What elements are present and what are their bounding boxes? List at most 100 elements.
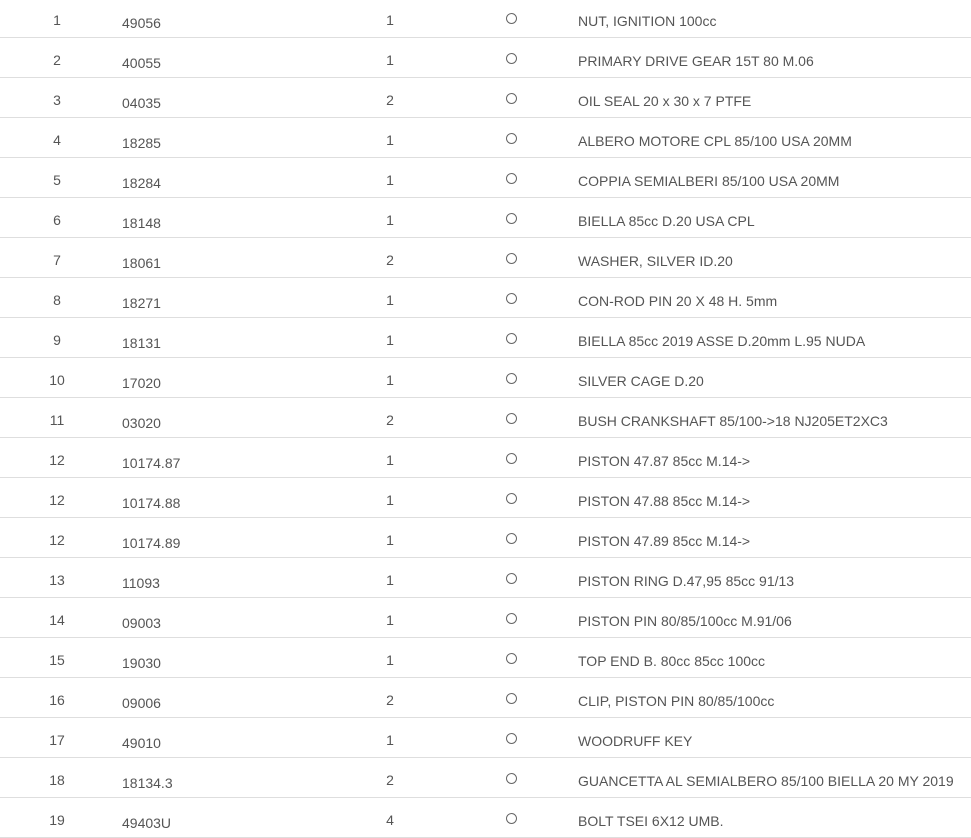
part-description: COPPIA SEMIALBERI 85/100 USA 20MM [578, 173, 840, 189]
ref-number: 15 [49, 652, 65, 668]
part-description: BUSH CRANKSHAFT 85/100->18 NJ205ET2XC3 [578, 413, 888, 429]
ref-number: 11 [49, 412, 65, 428]
part-description: PRIMARY DRIVE GEAR 15T 80 M.06 [578, 53, 814, 69]
quantity: 1 [386, 212, 394, 228]
part-code: 49056 [122, 15, 161, 31]
select-radio[interactable] [506, 653, 517, 664]
select-radio[interactable] [506, 253, 517, 264]
part-description: PISTON RING D.47,95 85cc 91/13 [578, 573, 795, 589]
part-code: 18061 [122, 255, 161, 271]
ref-number: 3 [53, 92, 61, 108]
quantity: 1 [386, 612, 394, 628]
part-code: 49010 [122, 735, 161, 751]
select-radio[interactable] [506, 173, 517, 184]
select-radio[interactable] [506, 293, 517, 304]
table-row: 5 18284 1 COPPIA SEMIALBERI 85/100 USA 20MM [0, 158, 971, 198]
part-code: 49403U [122, 815, 172, 831]
table-row: 8 18271 1 CON-ROD PIN 20 X 48 H. 5mm [0, 278, 971, 318]
table-row: 10 17020 1 SILVER CAGE D.20 [0, 358, 971, 398]
part-code: 18285 [122, 135, 161, 151]
table-row: 11 03020 2 BUSH CRANKSHAFT 85/100->18 NJ205… [0, 398, 971, 438]
select-radio[interactable] [506, 813, 517, 824]
part-description: GUANCETTA AL SEMIALBERO 85/100 BIELLA 20… [578, 773, 954, 789]
select-radio[interactable] [506, 373, 517, 384]
select-radio[interactable] [506, 413, 517, 424]
quantity: 1 [386, 732, 394, 748]
ref-number: 4 [53, 132, 61, 148]
part-description: PISTON 47.89 85cc M.14-> [578, 533, 751, 549]
ref-number: 6 [53, 212, 61, 228]
table-row: 3 04035 2 OIL SEAL 20 x 30 x 7 PTFE [0, 78, 971, 118]
table-row: 9 18131 1 BIELLA 85cc 2019 ASSE D.20mm L.95… [0, 318, 971, 358]
select-radio[interactable] [506, 453, 517, 464]
table-row: 13 11093 1 PISTON RING D.47,95 85cc 91/13 [0, 558, 971, 598]
select-radio[interactable] [506, 573, 517, 584]
table-row: 6 18148 1 BIELLA 85cc D.20 USA CPL [0, 198, 971, 238]
table-row: 18 18134.3 2 GUANCETTA AL SEMIALBERO 85/100… [0, 758, 971, 798]
quantity: 1 [386, 372, 394, 388]
quantity: 2 [386, 252, 394, 268]
part-code: 18134.3 [122, 775, 173, 791]
select-radio[interactable] [506, 533, 517, 544]
table-row: 1 49056 1 NUT, IGNITION 100cc [0, 0, 971, 38]
quantity: 1 [386, 572, 394, 588]
table-row: 12 10174.89 1 PISTON 47.89 85cc M.14-> [0, 518, 971, 558]
select-radio[interactable] [506, 333, 517, 344]
part-code: 18131 [122, 335, 161, 351]
part-code: 09003 [122, 615, 161, 631]
ref-number: 19 [49, 812, 65, 828]
select-radio[interactable] [506, 613, 517, 624]
table-row: 14 09003 1 PISTON PIN 80/85/100cc M.91/06 [0, 598, 971, 638]
part-code: 04035 [122, 95, 161, 111]
select-radio[interactable] [506, 493, 517, 504]
quantity: 1 [386, 652, 394, 668]
quantity: 2 [386, 92, 394, 108]
part-description: CLIP, PISTON PIN 80/85/100cc [578, 693, 775, 709]
part-description: PISTON 47.88 85cc M.14-> [578, 493, 751, 509]
part-description: OIL SEAL 20 x 30 x 7 PTFE [578, 93, 752, 109]
ref-number: 13 [49, 572, 65, 588]
quantity: 1 [386, 12, 394, 28]
quantity: 1 [386, 332, 394, 348]
select-radio[interactable] [506, 93, 517, 104]
ref-number: 12 [49, 452, 65, 468]
table-row: 2 40055 1 PRIMARY DRIVE GEAR 15T 80 M.06 [0, 38, 971, 78]
ref-number: 12 [49, 492, 65, 508]
select-radio[interactable] [506, 133, 517, 144]
table-row: 4 18285 1 ALBERO MOTORE CPL 85/100 USA 20MM [0, 118, 971, 158]
ref-number: 5 [53, 172, 61, 188]
quantity: 1 [386, 452, 394, 468]
ref-number: 12 [49, 532, 65, 548]
ref-number: 8 [53, 292, 61, 308]
table-row: 12 10174.88 1 PISTON 47.88 85cc M.14-> [0, 478, 971, 518]
quantity: 1 [386, 132, 394, 148]
select-radio[interactable] [506, 213, 517, 224]
quantity: 1 [386, 492, 394, 508]
ref-number: 9 [53, 332, 61, 348]
select-radio[interactable] [506, 53, 517, 64]
quantity: 1 [386, 172, 394, 188]
part-description: ALBERO MOTORE CPL 85/100 USA 20MM [578, 133, 852, 149]
part-description: PISTON PIN 80/85/100cc M.91/06 [578, 613, 792, 629]
select-radio[interactable] [506, 13, 517, 24]
part-code: 10174.87 [122, 455, 181, 471]
quantity: 1 [386, 52, 394, 68]
part-description: NUT, IGNITION 100cc [578, 13, 717, 29]
part-description: BIELLA 85cc D.20 USA CPL [578, 213, 755, 229]
part-description: CON-ROD PIN 20 X 48 H. 5mm [578, 293, 778, 309]
quantity: 2 [386, 772, 394, 788]
ref-number: 2 [53, 52, 61, 68]
part-code: 11093 [122, 575, 160, 591]
part-description: BIELLA 85cc 2019 ASSE D.20mm L.95 NUDA [578, 333, 866, 349]
part-code: 03020 [122, 415, 161, 431]
part-description: TOP END B. 80cc 85cc 100cc [578, 653, 766, 669]
select-radio[interactable] [506, 693, 517, 704]
part-code: 18284 [122, 175, 161, 191]
ref-number: 10 [49, 372, 65, 388]
table-row: 16 09006 2 CLIP, PISTON PIN 80/85/100cc [0, 678, 971, 718]
select-radio[interactable] [506, 773, 517, 784]
select-radio[interactable] [506, 733, 517, 744]
ref-number: 18 [49, 772, 65, 788]
quantity: 4 [386, 812, 394, 828]
